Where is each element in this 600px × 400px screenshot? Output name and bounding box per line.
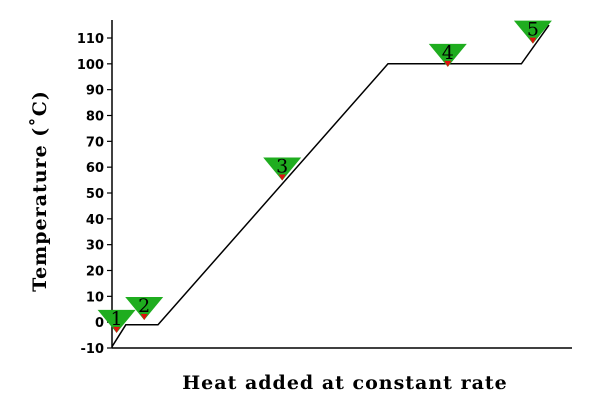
marker-label: 4 [442,42,454,64]
y-tick-label: 60 [86,161,104,176]
y-tick-label: 10 [86,290,104,305]
phase-marker-4: 4 [428,42,467,67]
marker-triangle [263,157,302,181]
marker-label: 2 [138,295,150,317]
series-line [111,24,550,348]
y-tick-label: 70 [86,135,104,150]
y-tick-label: 30 [86,239,104,254]
marker-tip [140,314,148,320]
axes [111,20,572,349]
x-axis-title: Heat added at constant rate [182,372,508,394]
phase-marker-2: 2 [125,295,164,320]
phase-marker-3: 3 [263,156,302,181]
y-tick-label: -10 [81,342,105,357]
marker-tip [444,60,452,67]
marker-tip [113,326,121,333]
marker-triangle [428,43,467,67]
marker-label: 1 [111,308,123,330]
y-ticks: -10 0 10 20 30 40 50 60 70 80 90 100 110 [77,32,112,357]
y-tick-label: 40 [86,213,104,228]
y-tick-label: 90 [86,84,104,99]
y-tick-label: 100 [77,58,104,73]
marker-tip [529,37,537,44]
phase-marker-5: 5 [513,19,552,44]
y-tick-label: 0 [95,316,104,331]
marker-triangle [97,309,136,333]
marker-triangle [513,20,552,44]
y-tick-label: 20 [86,265,104,280]
y-tick-label: 110 [77,32,104,47]
marker-tip [278,174,286,181]
marker-label: 5 [527,19,539,41]
y-tick-label: 80 [86,110,104,125]
phase-marker-1: 1 [97,308,136,333]
marker-triangle [125,297,164,320]
y-tick-label: 50 [86,187,104,202]
markers: 12 3 4 5 [97,19,552,333]
marker-label: 3 [276,156,288,178]
y-axis-title: Temperature (˚C) [28,90,51,292]
